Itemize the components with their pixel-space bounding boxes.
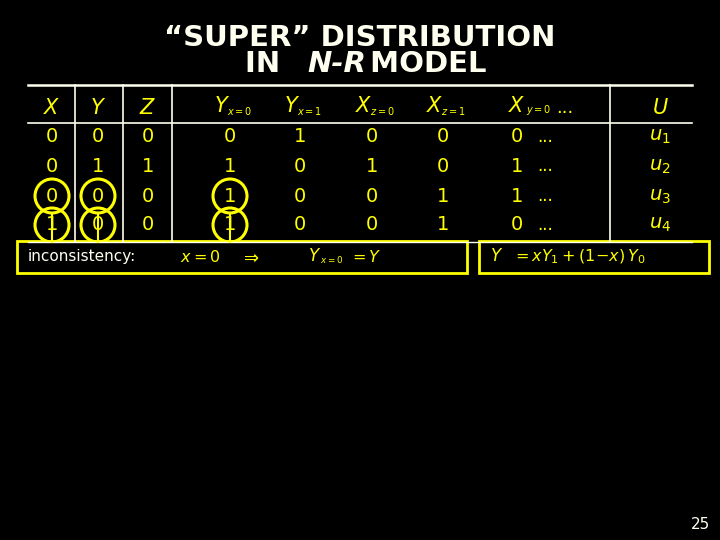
Text: 0: 0: [142, 186, 154, 206]
Text: 0: 0: [46, 186, 58, 206]
Text: 1: 1: [510, 157, 523, 176]
Text: $x = 0$: $x = 0$: [180, 249, 220, 265]
Text: 0: 0: [511, 215, 523, 234]
Text: $\it{Y}$: $\it{Y}$: [490, 247, 503, 265]
Text: 1: 1: [224, 157, 236, 176]
Text: $\it{u}_2$: $\it{u}_2$: [649, 157, 671, 176]
Text: $\it{X}$: $\it{X}$: [355, 96, 373, 116]
Text: 0: 0: [294, 157, 306, 176]
FancyBboxPatch shape: [17, 241, 467, 273]
Text: inconsistency:: inconsistency:: [28, 249, 136, 265]
Text: 0: 0: [366, 186, 378, 206]
Text: MODEL: MODEL: [360, 50, 487, 78]
Text: $\it{X}$: $\it{X}$: [426, 96, 444, 116]
Text: 0: 0: [511, 127, 523, 146]
Text: ...: ...: [537, 128, 553, 146]
Text: IN: IN: [245, 50, 290, 78]
Text: $\it{Y}$: $\it{Y}$: [214, 96, 230, 116]
Text: $\it{Y}$: $\it{Y}$: [308, 247, 322, 265]
Text: 1: 1: [294, 127, 306, 146]
Text: $\Rightarrow$: $\Rightarrow$: [240, 248, 260, 266]
Text: 0: 0: [92, 127, 104, 146]
FancyBboxPatch shape: [479, 241, 709, 273]
Text: $_{z=1}$: $_{z=1}$: [441, 104, 465, 118]
Text: N-R: N-R: [307, 50, 366, 78]
Text: 1: 1: [224, 186, 236, 206]
Text: 0: 0: [437, 127, 449, 146]
Text: 0: 0: [92, 215, 104, 234]
Text: $_{z=0}$: $_{z=0}$: [369, 104, 395, 118]
Text: 0: 0: [142, 127, 154, 146]
Text: $\it{u}_1$: $\it{u}_1$: [649, 127, 671, 146]
Text: 0: 0: [92, 186, 104, 206]
Text: $_{x=1}$: $_{x=1}$: [297, 104, 323, 118]
Text: 0: 0: [294, 215, 306, 234]
Text: 0: 0: [366, 127, 378, 146]
Text: ...: ...: [537, 216, 553, 234]
Text: 1: 1: [46, 215, 58, 234]
Text: $_{x=0}$: $_{x=0}$: [228, 104, 253, 118]
Text: ...: ...: [537, 187, 553, 205]
Text: 1: 1: [437, 215, 449, 234]
Text: $= x\it{Y}_1 + (1\!-\!x)\,\it{Y}_0$: $= x\it{Y}_1 + (1\!-\!x)\,\it{Y}_0$: [512, 248, 645, 266]
Text: 0: 0: [224, 127, 236, 146]
Text: $\it{U}$: $\it{U}$: [652, 98, 668, 118]
Text: “SUPER” DISTRIBUTION: “SUPER” DISTRIBUTION: [164, 24, 556, 52]
Text: $\it{X}$: $\it{X}$: [43, 98, 60, 118]
Text: $\it{Y}$: $\it{Y}$: [90, 98, 106, 118]
Text: 1: 1: [142, 157, 154, 176]
Text: $_{y=0}$: $_{y=0}$: [526, 104, 552, 118]
Text: $\it{u}_4$: $\it{u}_4$: [649, 215, 671, 234]
Text: ...: ...: [537, 157, 553, 175]
Text: ...: ...: [557, 99, 574, 117]
Text: $\it{Z}$: $\it{Z}$: [140, 98, 156, 118]
Text: 1: 1: [224, 215, 236, 234]
Text: $\it{Y}$: $\it{Y}$: [284, 96, 300, 116]
Text: 0: 0: [294, 186, 306, 206]
Text: $\it{u}_3$: $\it{u}_3$: [649, 186, 671, 206]
Text: 25: 25: [690, 517, 710, 532]
Text: 1: 1: [92, 157, 104, 176]
Text: 0: 0: [437, 157, 449, 176]
Text: $\it{X}$: $\it{X}$: [508, 96, 526, 116]
Text: 1: 1: [510, 186, 523, 206]
Text: 0: 0: [46, 157, 58, 176]
Text: $_{x=0}$: $_{x=0}$: [320, 253, 343, 267]
Text: 0: 0: [46, 127, 58, 146]
Text: 0: 0: [366, 215, 378, 234]
Text: $= \it{Y}$: $= \it{Y}$: [348, 249, 381, 265]
Text: 1: 1: [366, 157, 378, 176]
Text: 1: 1: [437, 186, 449, 206]
Text: 0: 0: [142, 215, 154, 234]
